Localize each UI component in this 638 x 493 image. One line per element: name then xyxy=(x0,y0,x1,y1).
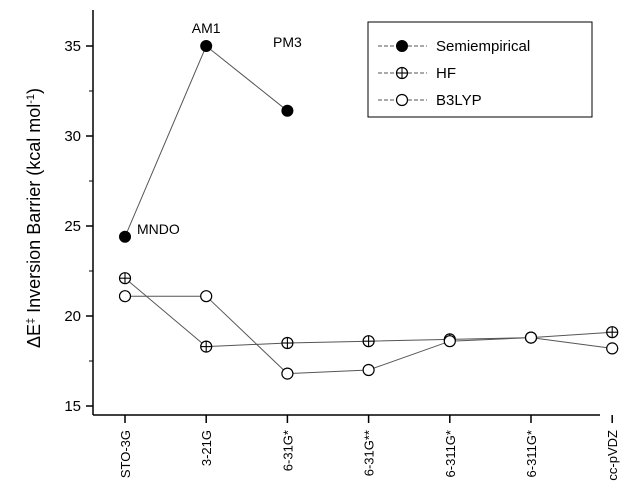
point-semiempirical xyxy=(119,230,131,243)
y-tick-label: 25 xyxy=(64,218,81,235)
point-b3lyp xyxy=(118,290,132,303)
legend: Semiempirical HF B3LYP xyxy=(367,21,593,118)
x-tick-label: 3-21G xyxy=(199,430,214,466)
point-hf xyxy=(200,340,213,353)
point-b3lyp xyxy=(524,331,538,344)
y-tick-label: 30 xyxy=(64,128,81,145)
point-label: MNDO xyxy=(137,221,180,237)
series-line-b3lyp xyxy=(125,295,613,375)
point-label: PM3 xyxy=(273,34,302,50)
legend-label-b3lyp: B3LYP xyxy=(436,92,482,109)
point-hf xyxy=(281,336,294,350)
point-label: AM1 xyxy=(192,20,221,36)
y-tick-label: 15 xyxy=(64,398,81,415)
point-hf xyxy=(118,272,132,285)
x-tick-label: cc-pVDZ xyxy=(605,430,620,481)
point-semiempirical xyxy=(200,40,213,52)
legend-marker-b3lyp xyxy=(395,93,409,107)
y-tick-label: 35 xyxy=(64,38,81,55)
point-b3lyp xyxy=(443,335,456,348)
legend-label-semiempirical: Semiempirical xyxy=(436,38,530,55)
point-hf xyxy=(606,326,619,339)
x-tick-label: STO-3G xyxy=(118,430,133,478)
x-tick-label: 6-31G* xyxy=(280,430,295,471)
point-b3lyp xyxy=(362,363,375,377)
legend-marker-hf xyxy=(395,66,409,80)
y-tick-label: 20 xyxy=(64,308,81,325)
point-b3lyp xyxy=(281,367,294,380)
series-line-semiempirical xyxy=(124,45,288,237)
legend-label-hf: HF xyxy=(436,65,456,82)
x-tick-label: 6-311G* xyxy=(524,430,539,477)
point-semiempirical xyxy=(281,104,294,117)
point-hf xyxy=(362,335,375,348)
series-layer xyxy=(118,40,619,380)
x-tick-label: 6-31G** xyxy=(362,430,377,476)
legend-marker-semiempirical xyxy=(396,40,408,52)
axes: 15 20 25 30 35 STO-3G 3-21G 6-31G* 6-31G** 6-311G… xyxy=(64,10,620,481)
labels-layer: MNDO AM1 PM3 xyxy=(137,20,302,237)
y-axis-label: ΔE‡ Inversion Barrier (kcal mol-1) xyxy=(24,88,44,348)
x-tick-label: 6-311G* xyxy=(443,430,458,477)
point-b3lyp xyxy=(200,290,213,303)
point-b3lyp xyxy=(606,342,619,355)
